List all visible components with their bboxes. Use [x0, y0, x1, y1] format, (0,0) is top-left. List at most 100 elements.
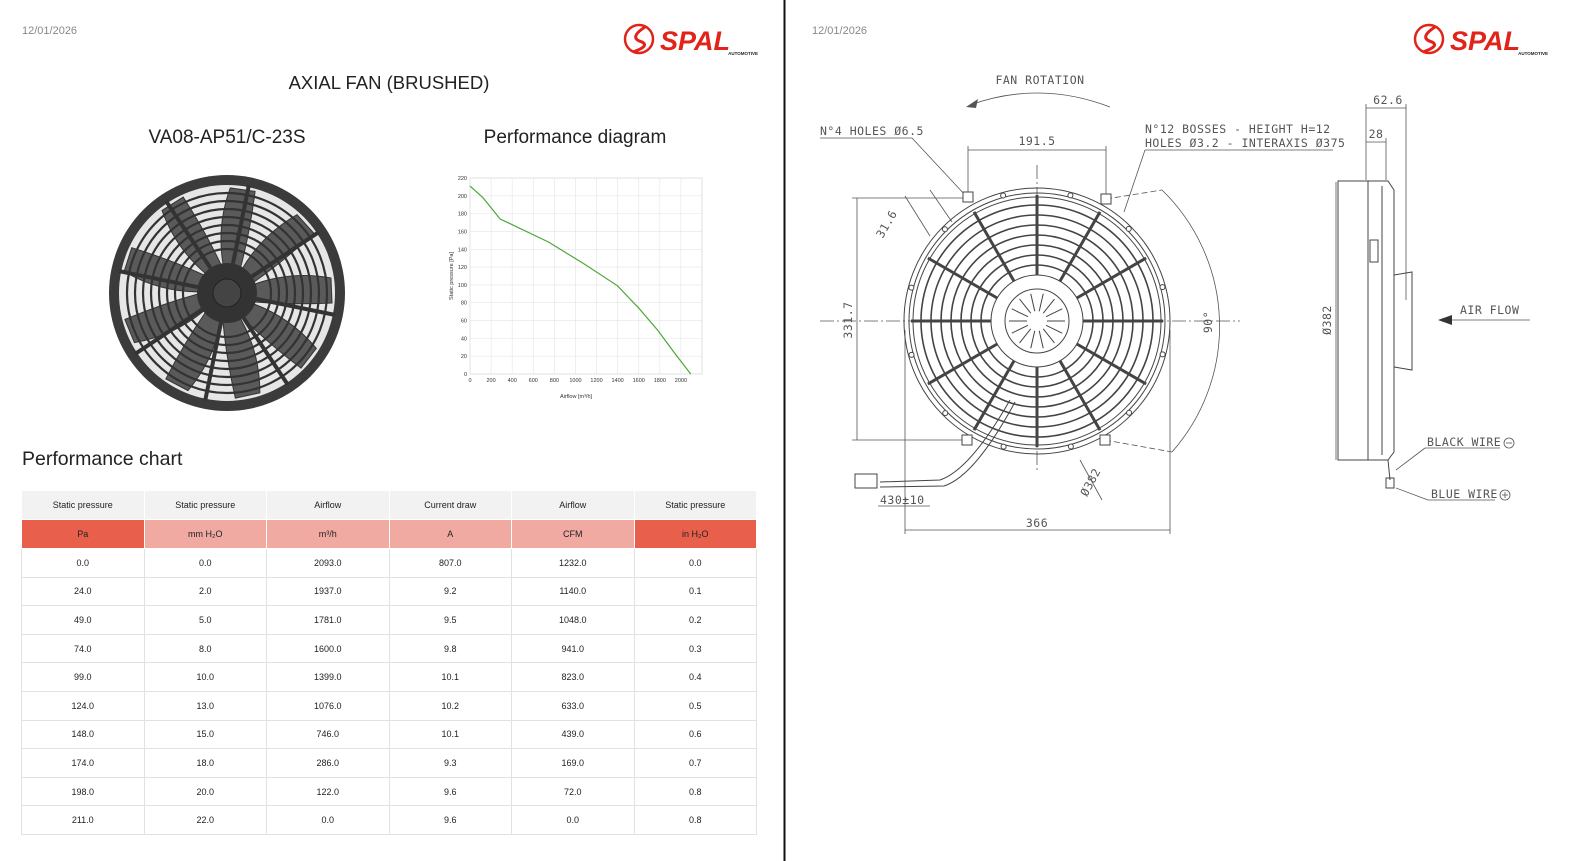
technical-drawing-part: [1104, 439, 1173, 453]
fan-spoke: [134, 307, 204, 356]
table-cell: Static pressure: [143, 490, 267, 520]
table-cell: 2093.0: [266, 548, 390, 578]
technical-drawing-part: [1387, 459, 1391, 481]
table-cell: CFM: [511, 519, 635, 549]
outline: [908, 192, 1166, 450]
technical-drawing-part: [854, 473, 878, 489]
y-tick-label: 20: [461, 354, 467, 360]
table-row: 24.0 2.0 1937.0 9.2 1140.0 0.1: [21, 576, 757, 607]
motor-fin: [1030, 293, 1036, 312]
technical-drawing-part: [1161, 189, 1220, 453]
plot-area: [469, 177, 703, 375]
fan-spoke: [230, 184, 251, 264]
boss: [941, 226, 948, 233]
boss: [1125, 225, 1132, 232]
chart: 0 20 40 60 80 100 120 140 160 180 200 220 0 200 400 600…: [449, 176, 703, 400]
table-cell: 74.0: [21, 633, 145, 664]
y-tick-label: 40: [461, 336, 467, 342]
table-row: 198.0 20.0 122.0 9.6 72.0 0.8: [21, 776, 757, 807]
technical-drawing-part: [1105, 189, 1163, 200]
table-cell: 0.5: [633, 690, 757, 721]
x-tick-label: 1600: [633, 378, 645, 384]
table-cell: 15.0: [143, 719, 267, 750]
table-cell: 633.0: [511, 690, 635, 721]
boss: [1067, 443, 1074, 450]
table-row: 211.0 22.0 0.0 9.6 0.0 0.8: [21, 805, 757, 835]
x-tick-label: 400: [508, 378, 517, 384]
table-cell: 5.0: [143, 605, 267, 635]
table-cell: 941.0: [511, 633, 635, 664]
boss: [1000, 192, 1007, 199]
table-cell: 1048.0: [511, 605, 635, 635]
label: 31.6: [873, 208, 900, 241]
y-axis-label: Static pressure [Pa]: [449, 252, 455, 300]
y-tick-label: 60: [461, 319, 467, 325]
label: 28: [1369, 127, 1384, 141]
motor-fin: [1042, 328, 1055, 344]
label: 62.6: [1373, 93, 1403, 107]
fan-spoke: [203, 322, 224, 402]
motor-fin: [1030, 330, 1036, 349]
table-cell: 0.0: [633, 548, 757, 578]
mount-tab: [962, 191, 974, 203]
fan-grill-ring: [157, 223, 297, 363]
x-tick-label: 1400: [612, 378, 624, 384]
x-tick-label: 2000: [675, 378, 687, 384]
curve: [469, 185, 692, 375]
table-cell: 124.0: [21, 690, 145, 721]
table-cell: 20.0: [143, 776, 267, 807]
fan-grill-ring: [125, 191, 329, 395]
table-cell: 211.0: [21, 805, 145, 835]
technical-drawing-part: [1438, 315, 1452, 325]
fan-grill-ring: [149, 215, 305, 371]
technical-drawing-part: [1337, 180, 1395, 461]
label: N°12 BOSSES - HEIGHT H=12: [1145, 122, 1331, 136]
table-cell: 13.0: [143, 690, 267, 721]
table-cell: 9.6: [388, 805, 512, 835]
logo-text: SPAL: [660, 26, 730, 56]
table-cell: in H₂O: [633, 519, 757, 549]
fan-grill-ring: [141, 207, 313, 379]
table-cell: 148.0: [21, 719, 145, 750]
technical-drawing-part: [1395, 487, 1429, 501]
fan-spoke: [250, 230, 320, 279]
motor-fin: [1011, 308, 1029, 318]
label: 430±10: [880, 493, 925, 507]
table-cell: 0.0: [511, 805, 635, 835]
boss: [1000, 443, 1007, 450]
label: Ø382: [1077, 466, 1103, 499]
table-cell: 1781.0: [266, 605, 390, 635]
fan-grill-ring: [133, 199, 321, 387]
fan-image: [109, 175, 345, 411]
table-cell: 8.0: [143, 633, 267, 664]
table-cell: Static pressure: [633, 490, 757, 520]
y-tick-label: 160: [458, 229, 467, 235]
label: 191.5: [1018, 134, 1055, 148]
table-row: 99.0 10.0 1399.0 10.1 823.0 0.4: [21, 662, 757, 692]
fan-spoke: [256, 296, 336, 317]
table-cell: 0.4: [633, 662, 757, 692]
technical-drawing-part: [1503, 437, 1515, 449]
x-axis-label: Airflow [m³/h]: [560, 394, 593, 400]
technical-drawing-part: [1395, 447, 1426, 471]
logo-sub: AUTOMOTIVE: [1518, 51, 1548, 56]
table-cell: m³/h: [266, 519, 390, 549]
table-cell: 0.0: [266, 805, 390, 835]
fan-grill-ring: [181, 247, 273, 339]
table-cell: 0.7: [633, 748, 757, 778]
spoke: [972, 360, 1016, 431]
table-cell: 9.2: [388, 576, 512, 607]
y-tick-label: 120: [458, 265, 467, 271]
boss: [1067, 192, 1074, 199]
table-cell: mm H₂O: [143, 519, 267, 549]
spoke: [972, 211, 1016, 282]
mount-tab: [1099, 434, 1111, 446]
spoke: [1076, 256, 1147, 300]
table-cell: Airflow: [266, 490, 390, 520]
technical-drawing-part: [929, 189, 953, 223]
motor: [1004, 288, 1070, 354]
technical-drawing-part: [1369, 239, 1379, 263]
table-cell: 174.0: [21, 748, 145, 778]
label: AIR FLOW: [1460, 303, 1519, 317]
